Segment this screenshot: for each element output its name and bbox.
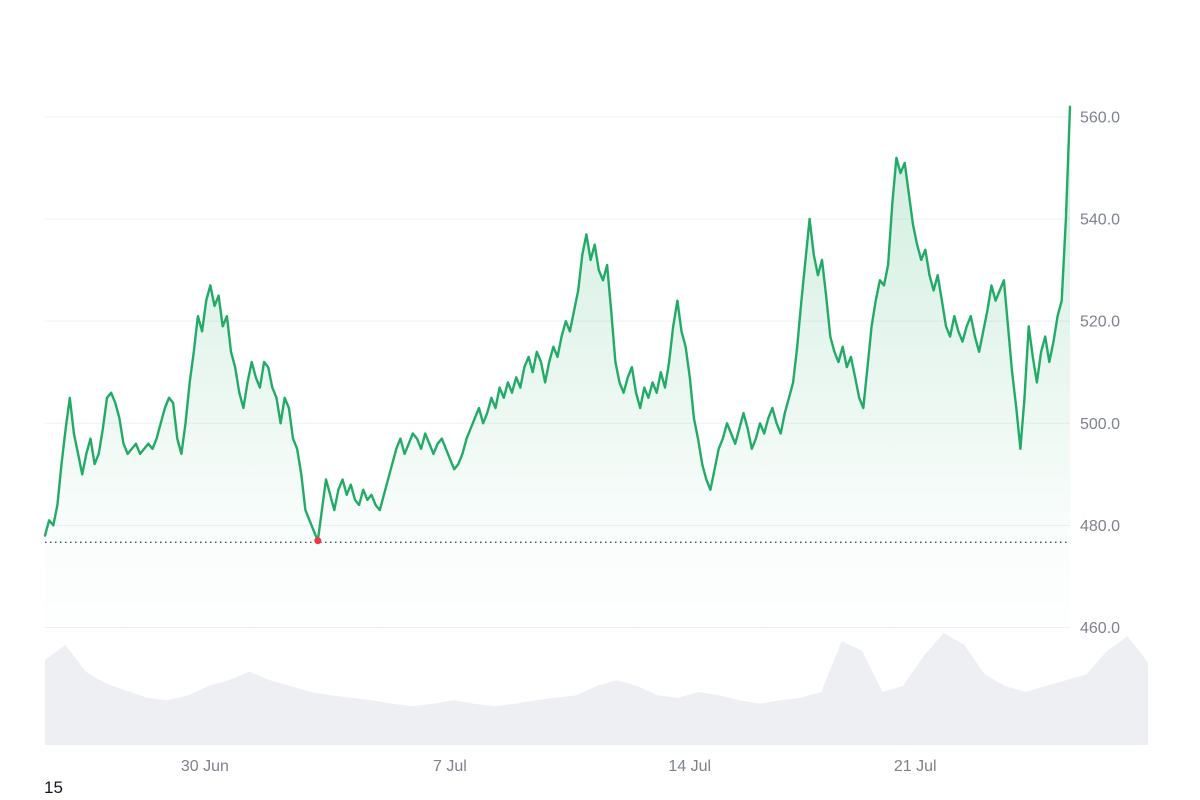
y-axis-label: 460.0 — [1080, 620, 1120, 637]
y-axis-label: 520.0 — [1080, 314, 1120, 331]
x-axis-label: 30 Jun — [181, 758, 229, 775]
y-axis-label: 480.0 — [1080, 518, 1120, 535]
price-area — [45, 106, 1070, 745]
price-axis[interactable]: 560.0 540.0 520.0 500.0 480.0 460.0 — [1080, 109, 1120, 637]
y-axis-label: 500.0 — [1080, 416, 1120, 433]
time-axis[interactable]: 30 Jun 7 Jul 14 Jul 21 Jul — [181, 758, 937, 775]
x-axis-label: 7 Jul — [433, 758, 467, 775]
y-axis-label: 560.0 — [1080, 109, 1120, 126]
y-axis-label: 540.0 — [1080, 212, 1120, 229]
x-axis-label: 14 Jul — [668, 758, 711, 775]
low-marker-dot — [314, 537, 322, 545]
x-axis-label: 21 Jul — [894, 758, 937, 775]
price-line — [43, 105, 1072, 542]
timeframe-label[interactable]: 15 — [44, 778, 63, 797]
